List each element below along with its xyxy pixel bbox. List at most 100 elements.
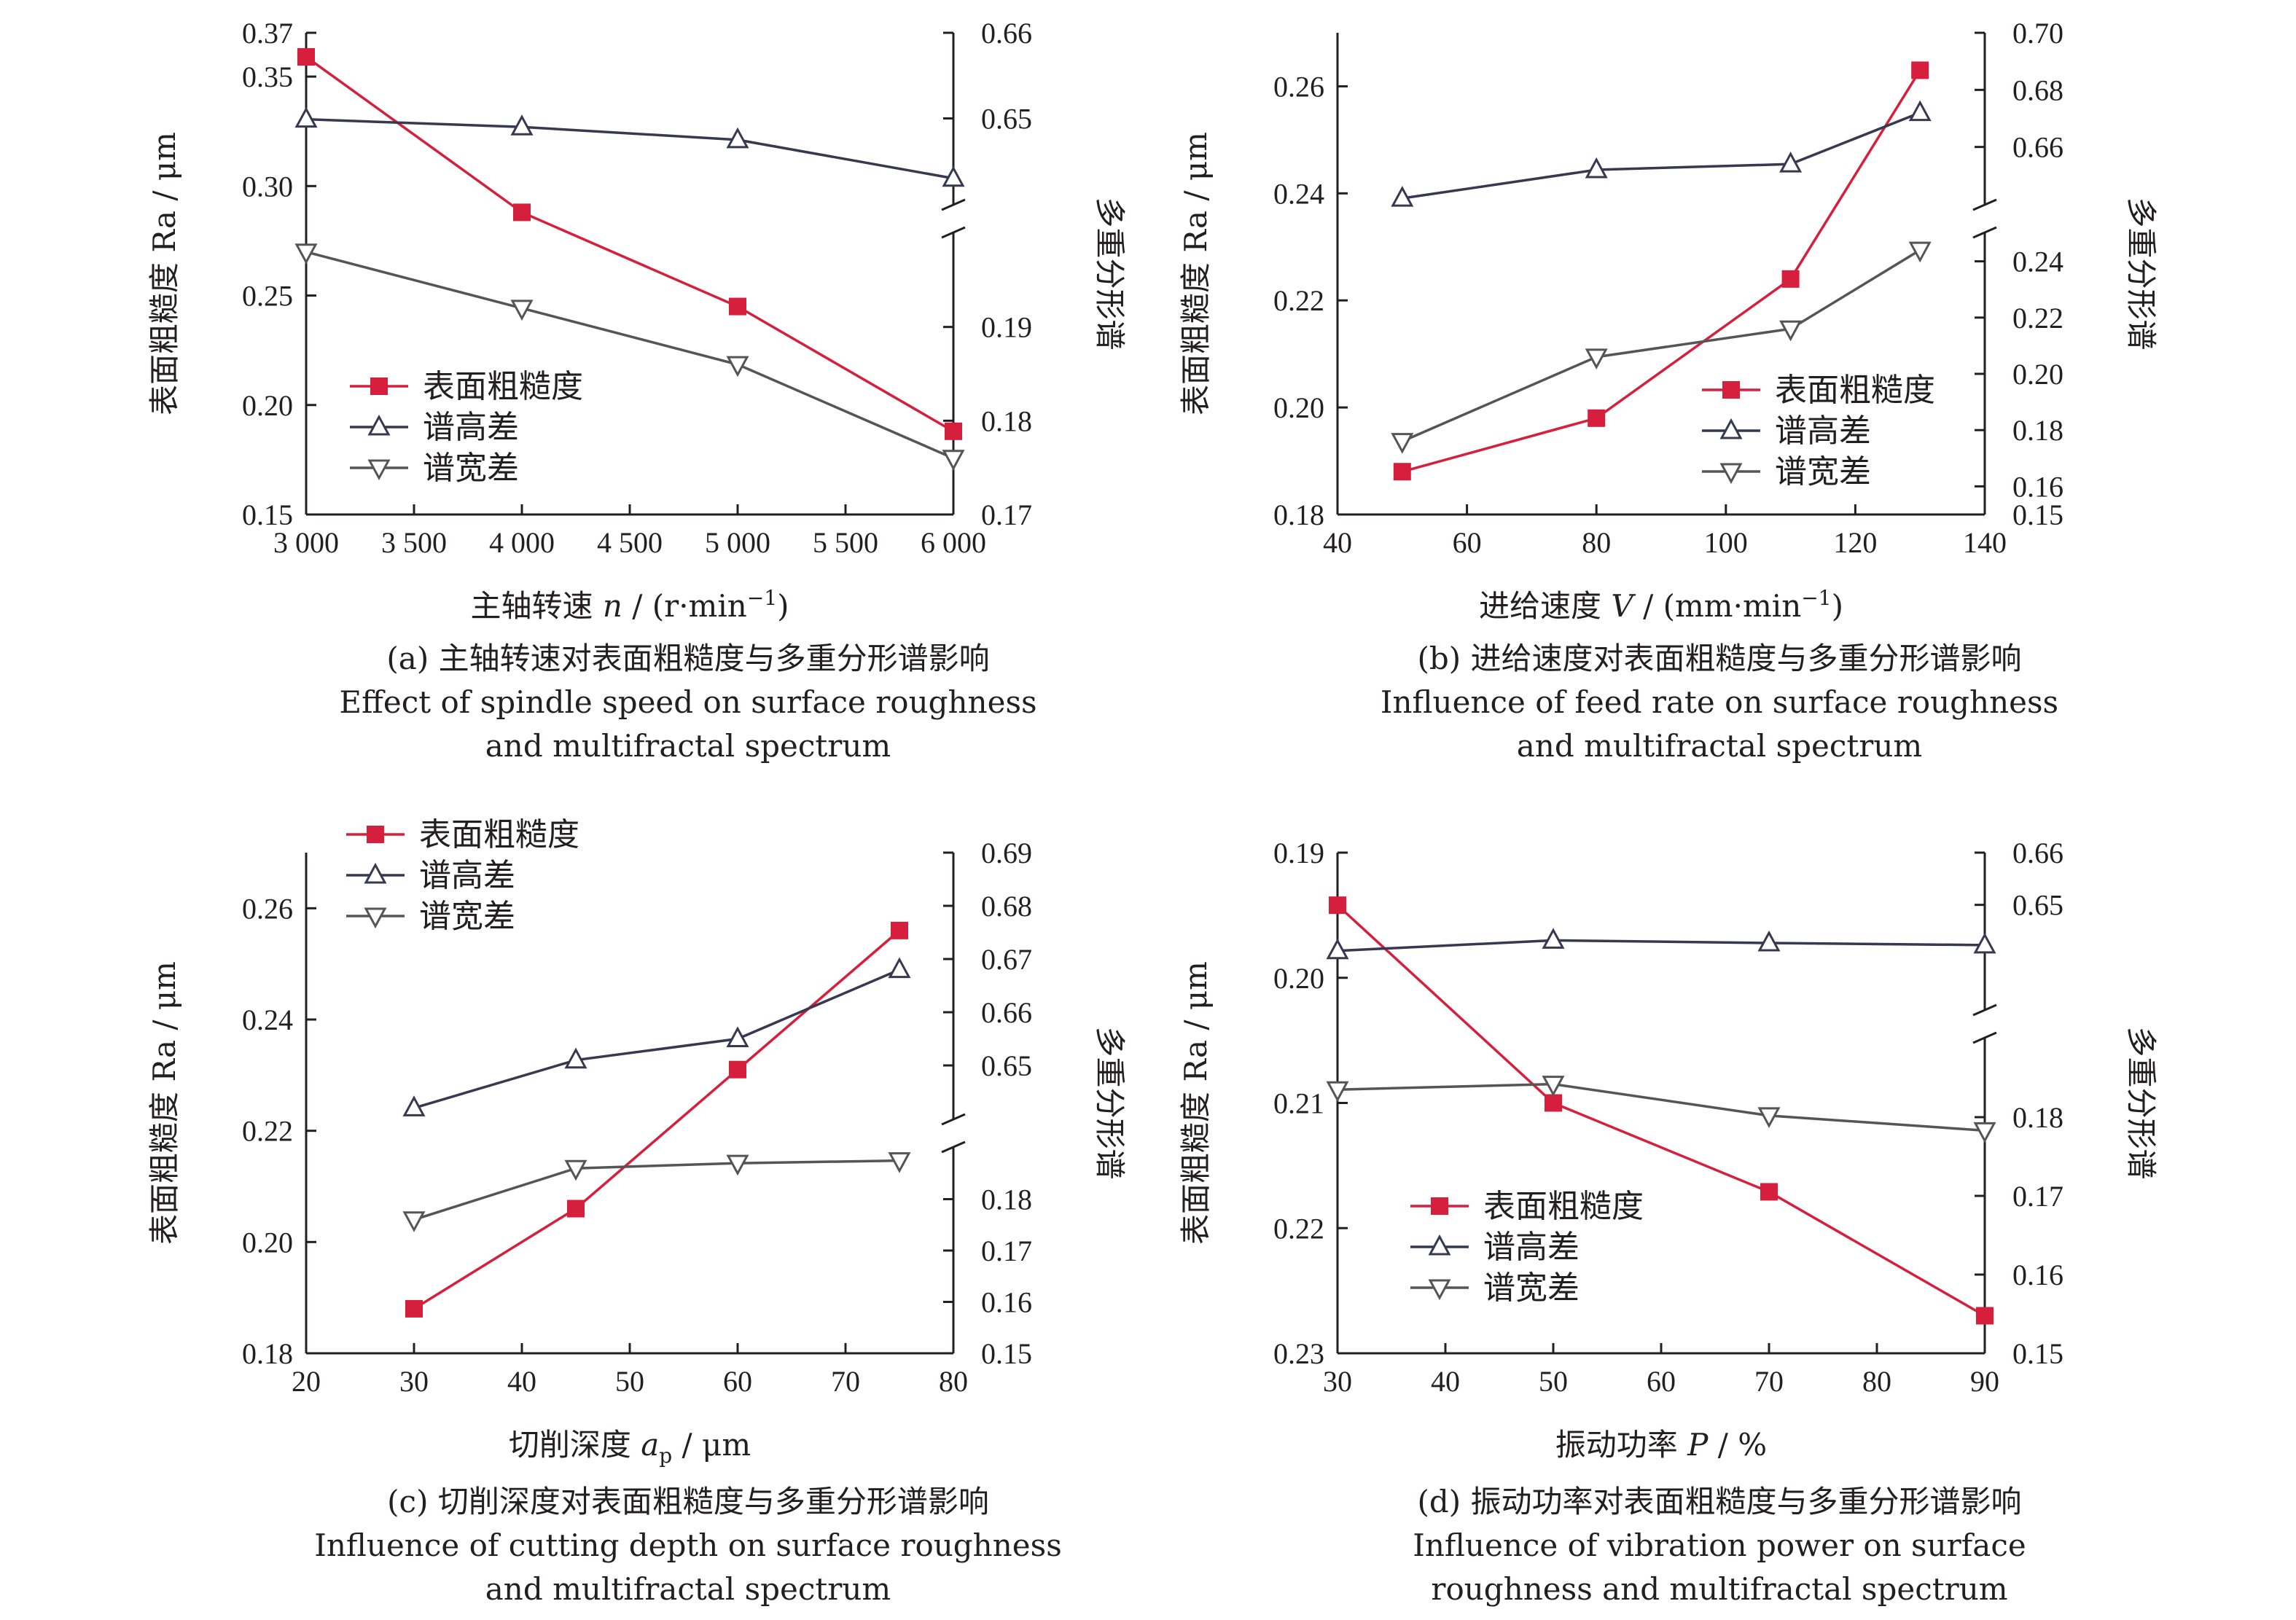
x-tick-label: 20 <box>292 1365 321 1398</box>
y2-tick-label: 0.17 <box>981 1234 1032 1267</box>
caption-line: (b) 进给速度对表面粗糙度与多重分形谱影响 <box>1417 641 2021 676</box>
series-line-2 <box>305 117 954 180</box>
legend-marker-triangle-down <box>1719 463 1743 485</box>
x-tick-label: 5 000 <box>705 526 770 559</box>
data-point-triangle-down <box>1779 320 1803 342</box>
y2-tick-label: 0.70 <box>2012 17 2063 50</box>
chart-panel-d: 30 40 50 60 70 80 90 0.19 0.20 0.21 0.22 0.23 0.65 0.… <box>1178 837 2159 1607</box>
legend-label: 表面粗糙度 <box>423 368 583 405</box>
x-axis-label-unit: / (mm·min <box>1633 588 1802 624</box>
legend-marker-triangle-down <box>1428 1279 1451 1301</box>
data-point-triangle-up <box>726 1026 749 1047</box>
data-point-triangle-down <box>1326 1081 1349 1103</box>
data-point-triangle-down <box>1542 1076 1565 1097</box>
legend-label: 谱宽差 <box>1775 453 1871 490</box>
y2-tick-label: 0.66 <box>981 996 1032 1029</box>
y2-tick-label: 0.18 <box>981 404 1032 437</box>
axis-break-mark <box>941 1140 966 1154</box>
data-point-triangle-down <box>1585 348 1608 369</box>
legend-label: 谱高差 <box>419 857 515 894</box>
legend-marker-triangle-down <box>364 907 387 929</box>
legend-marker-square <box>1431 1197 1448 1215</box>
x-axis-label-text: 切削深度 <box>509 1427 641 1463</box>
data-point-square <box>1911 61 1929 79</box>
legend-label: 表面粗糙度 <box>419 816 579 853</box>
data-point-triangle-down <box>1973 1122 1996 1143</box>
x-tick-label: 4 000 <box>489 526 555 559</box>
caption-line: (a) 主轴转速对表面粗糙度与多重分形谱影响 <box>386 641 989 676</box>
legend-label: 表面粗糙度 <box>1483 1188 1644 1225</box>
x-tick-label: 90 <box>1970 1365 1999 1398</box>
y-tick-label: 0.20 <box>242 389 293 422</box>
x-tick-label: 30 <box>1323 1365 1352 1398</box>
x-axis-label-tail: ) <box>777 588 789 624</box>
y2-tick-label: 0.66 <box>981 17 1032 50</box>
data-point-square <box>513 203 531 222</box>
y2-tick-label: 0.18 <box>981 1183 1032 1216</box>
axis-break-mark <box>1972 226 1997 239</box>
chart-panel-b: 40 60 80 100 120 140 0.18 0.20 0.22 0.24 0.26 0.66 0… <box>1178 17 2159 764</box>
data-point-square <box>1329 896 1346 915</box>
axis-break-mark <box>941 198 966 211</box>
data-point-triangle-up <box>564 1047 587 1069</box>
x-axis-label-tail: ) <box>1832 588 1843 624</box>
data-point-triangle-down <box>726 356 749 377</box>
chart-panel-c: 20 30 40 50 60 70 80 0.18 0.20 0.22 0.24 0.26 0.65 0.… <box>147 816 1128 1607</box>
axis-break-mark <box>1972 1003 1997 1017</box>
data-point-triangle-down <box>1391 433 1414 454</box>
y-axis-label: 表面粗糙度 Ra / μm <box>1178 961 1214 1245</box>
caption-line: (d) 振动功率对表面粗糙度与多重分形谱影响 <box>1417 1484 2021 1519</box>
y2-axis-label: 多重分形谱 <box>2123 197 2159 350</box>
y2-tick-label: 0.69 <box>981 837 1032 869</box>
y2-tick-label: 0.24 <box>2012 246 2063 278</box>
data-point-square <box>297 48 315 66</box>
y2-tick-label: 0.16 <box>2012 470 2063 503</box>
y-tick-label: 0.18 <box>242 1337 293 1370</box>
x-axis-label-variable: a <box>641 1427 659 1463</box>
x-tick-label: 140 <box>1963 526 2007 559</box>
series-line-3 <box>1337 1082 1985 1132</box>
y2-axis-label: 多重分形谱 <box>1092 1026 1128 1179</box>
y-tick-label: 0.18 <box>1273 498 1324 531</box>
data-point-triangle-up <box>1779 152 1803 173</box>
x-tick-label: 60 <box>1453 526 1482 559</box>
y-tick-label: 0.26 <box>242 892 293 925</box>
x-axis-label-variable: V <box>1611 588 1636 624</box>
legend-label: 谱高差 <box>1483 1229 1580 1266</box>
data-point-triangle-up <box>1542 928 1565 949</box>
axis-break-mark <box>941 226 966 239</box>
y-axis-label: 表面粗糙度 Ra / μm <box>147 961 182 1245</box>
y-tick-label: 0.20 <box>1273 962 1324 995</box>
y2-tick-label: 0.66 <box>2012 131 2063 164</box>
x-axis-label-unit: / (r·min <box>622 588 747 624</box>
series-line-1 <box>413 929 901 1310</box>
data-point-triangle-down <box>294 243 318 265</box>
data-point-triangle-up <box>1908 100 1932 122</box>
x-tick-label: 30 <box>399 1365 429 1398</box>
data-point-square <box>1588 409 1606 427</box>
series-line-1 <box>305 55 954 433</box>
data-point-square <box>405 1299 423 1318</box>
y2-tick-label: 0.19 <box>981 311 1032 344</box>
x-tick-label: 70 <box>831 1365 860 1398</box>
legend-marker-square <box>367 826 384 843</box>
x-tick-label: 50 <box>615 1365 644 1398</box>
axis-break-mark <box>1972 1031 1997 1044</box>
data-point-triangle-down <box>888 1152 911 1173</box>
data-point-triangle-down <box>942 450 965 471</box>
x-axis-label-superscript: −1 <box>1801 586 1831 610</box>
legend-marker-triangle-down <box>367 459 391 481</box>
x-axis-label-text: 振动功率 <box>1555 1427 1687 1463</box>
y-tick-label: 0.15 <box>242 498 293 531</box>
y2-tick-label: 0.22 <box>2012 302 2063 334</box>
caption-line: roughness and multifractal spectrum <box>1431 1571 2007 1607</box>
data-point-square <box>567 1200 585 1218</box>
data-point-triangle-down <box>1908 241 1932 263</box>
data-point-triangle-down <box>510 300 534 321</box>
data-point-triangle-down <box>1757 1107 1781 1128</box>
y-tick-label: 0.26 <box>1273 70 1324 103</box>
y-axis-label: 表面粗糙度 Ra / μm <box>1178 132 1214 415</box>
y2-tick-label: 0.15 <box>2012 498 2063 531</box>
series-line-1 <box>1336 904 1985 1317</box>
y2-tick-label: 0.17 <box>2012 1180 2063 1213</box>
